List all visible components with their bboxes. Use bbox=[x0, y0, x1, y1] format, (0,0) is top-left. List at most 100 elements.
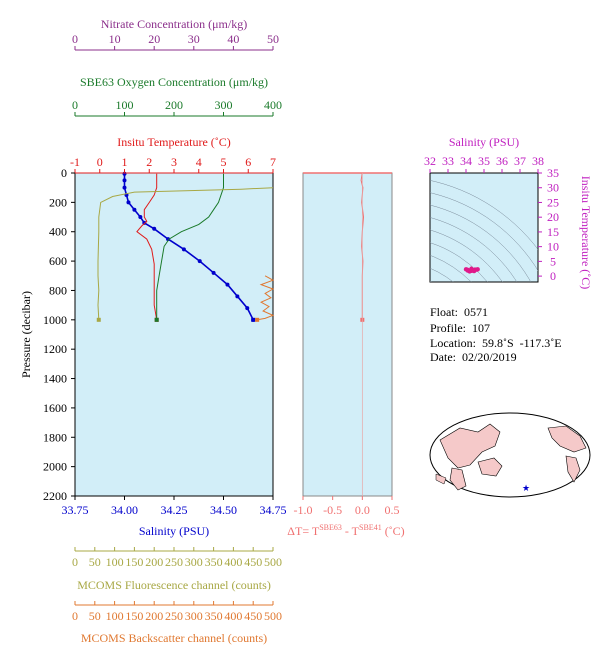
salinity-tick-label: 34.00 bbox=[111, 503, 138, 517]
pressure-tick-label: 1800 bbox=[43, 430, 67, 444]
delta-t-panel: -1.0 -0.5 0.0 0.5 ΔT= TSBE63 - TSBE41 (˚C) bbox=[287, 172, 405, 538]
ts-salinity-tick-label: 33 bbox=[442, 154, 454, 168]
backscatter-tick-label: 500 bbox=[264, 609, 282, 623]
ts-temperature-tick-label: 35 bbox=[547, 166, 559, 180]
backscatter-tick-label: 150 bbox=[125, 609, 143, 623]
temperature-tick-label: 1 bbox=[122, 155, 128, 169]
delta-t-axis-label: ΔT= TSBE63 - TSBE41 (˚C) bbox=[287, 523, 404, 538]
pressure-tick-label: 600 bbox=[49, 254, 67, 268]
oxygen-axis-label: SBE63 Oxygen Concentration (μm/kg) bbox=[80, 75, 268, 89]
backscatter-tick-label: 0 bbox=[72, 609, 78, 623]
salinity-point bbox=[245, 306, 250, 311]
ts-salinity-tick-label: 37 bbox=[514, 154, 526, 168]
salinity-point bbox=[122, 178, 127, 183]
backscatter-tick-label: 50 bbox=[89, 609, 101, 623]
delta-t-tick-label: -0.5 bbox=[323, 503, 342, 517]
fluorescence-axis-label: MCOMS Fluorescence channel (counts) bbox=[77, 578, 271, 592]
ts-temperature-tick-label: 25 bbox=[547, 195, 559, 209]
ts-salinity-tick-label: 34 bbox=[460, 154, 472, 168]
oxygen-end-marker bbox=[154, 317, 159, 322]
ts-salinity-tick-label: 38 bbox=[532, 154, 544, 168]
temperature-line bbox=[136, 173, 158, 320]
salinity-point bbox=[211, 270, 216, 275]
pressure-tick-label: 1600 bbox=[43, 401, 67, 415]
ts-salinity-tick-label: 35 bbox=[478, 154, 490, 168]
ts-axes: 32 33 34 35 36 37 38 Salinity (PSU) 051015202530… bbox=[424, 135, 593, 289]
ts-temperature-tick-label: 0 bbox=[550, 269, 556, 283]
ts-salinity-axis-label: Salinity (PSU) bbox=[449, 135, 519, 149]
float-location-marker: ★ bbox=[522, 483, 530, 493]
temperature-tick-label: 7 bbox=[270, 155, 276, 169]
delta-t-axes: -1.0 -0.5 0.0 0.5 ΔT= TSBE63 - TSBE41 (˚C) bbox=[287, 172, 405, 538]
oxygen-tick-label: 200 bbox=[165, 98, 183, 112]
fluorescence-tick-label: 100 bbox=[106, 555, 124, 569]
map-landmass-asia bbox=[439, 423, 501, 469]
temperature-tick-label: -1 bbox=[70, 155, 80, 169]
temperature-tick-label: 4 bbox=[196, 155, 202, 169]
ts-points bbox=[463, 266, 480, 274]
nitrate-tick-label: 50 bbox=[267, 32, 279, 46]
oxygen-tick-label: 100 bbox=[116, 98, 134, 112]
delta-t-plot-area bbox=[302, 172, 393, 497]
temperature-tick-label: 0 bbox=[97, 155, 103, 169]
salinity-point bbox=[138, 215, 143, 220]
backscatter-tick-label: 400 bbox=[224, 609, 242, 623]
salinity-point bbox=[126, 200, 131, 205]
backscatter-tick-label: 200 bbox=[145, 609, 163, 623]
salinity-tick-label: 34.25 bbox=[161, 503, 188, 517]
delta-t-tick-label: 0.0 bbox=[355, 503, 370, 517]
salinity-point bbox=[122, 185, 127, 190]
backscatter-tick-label: 350 bbox=[205, 609, 223, 623]
world-map: ★ bbox=[429, 412, 591, 498]
fluorescence-tick-label: 200 bbox=[145, 555, 163, 569]
oxygen-tick-label: 400 bbox=[264, 98, 282, 112]
profile-series bbox=[96, 171, 275, 322]
ts-point bbox=[465, 267, 470, 273]
temperature-tick-label: 5 bbox=[221, 155, 227, 169]
delta-t-label-part: (˚C) bbox=[382, 524, 405, 538]
delta-t-label-part: ΔT= T bbox=[287, 524, 320, 538]
fluorescence-tick-label: 350 bbox=[205, 555, 223, 569]
salinity-axis-label: Salinity (PSU) bbox=[139, 524, 209, 538]
temperature-axis-label: Insitu Temperature (˚C) bbox=[117, 135, 231, 149]
profile-plot-area bbox=[74, 172, 274, 497]
fluorescence-tick-label: 150 bbox=[125, 555, 143, 569]
ts-temperature-tick-label: 30 bbox=[547, 181, 559, 195]
salinity-tick-label: 34.75 bbox=[260, 503, 287, 517]
map-landmass-australia bbox=[477, 457, 503, 477]
pressure-tick-label: 1400 bbox=[43, 372, 67, 386]
salinity-tick-label: 34.50 bbox=[210, 503, 237, 517]
pressure-tick-label: 1000 bbox=[43, 313, 67, 327]
salinity-point bbox=[197, 259, 202, 264]
oxygen-line bbox=[156, 173, 224, 320]
map-landmass-africa bbox=[449, 467, 467, 491]
ts-point bbox=[475, 267, 480, 272]
fluorescence-end-marker bbox=[96, 317, 101, 322]
pressure-tick-label: 800 bbox=[49, 283, 67, 297]
pressure-tick-label: 2000 bbox=[43, 460, 67, 474]
pressure-tick-label: 1200 bbox=[43, 342, 67, 356]
backscatter-line bbox=[257, 275, 275, 321]
ts-temperature-axis-label: Insitu Temperature (˚C) bbox=[579, 176, 593, 290]
pressure-tick-label: 2200 bbox=[43, 489, 67, 503]
profile-date: Date: 02/20/2019 bbox=[430, 350, 517, 364]
backscatter-tick-label: 100 bbox=[106, 609, 124, 623]
fluorescence-tick-label: 50 bbox=[89, 555, 101, 569]
float-location: Location: 59.8˚S -117.3˚E bbox=[430, 336, 562, 350]
delta-t-label-superscript: SBE41 bbox=[359, 523, 382, 532]
ts-salinity-tick-label: 32 bbox=[424, 154, 436, 168]
nitrate-tick-label: 10 bbox=[109, 32, 121, 46]
ts-temperature-tick-label: 20 bbox=[547, 210, 559, 224]
pressure-tick-label: 400 bbox=[49, 225, 67, 239]
fluorescence-tick-label: 300 bbox=[185, 555, 203, 569]
backscatter-axis-label: MCOMS Backscatter channel (counts) bbox=[81, 631, 267, 645]
fluorescence-tick-label: 0 bbox=[72, 555, 78, 569]
nitrate-axis-label: Nitrate Concentration (μm/kg) bbox=[101, 17, 247, 31]
salinity-point bbox=[225, 282, 230, 287]
delta-t-label-superscript: SBE63 bbox=[319, 523, 342, 532]
ts-temperature-tick-label: 5 bbox=[550, 254, 556, 268]
map-landmass-north-america bbox=[547, 425, 587, 453]
